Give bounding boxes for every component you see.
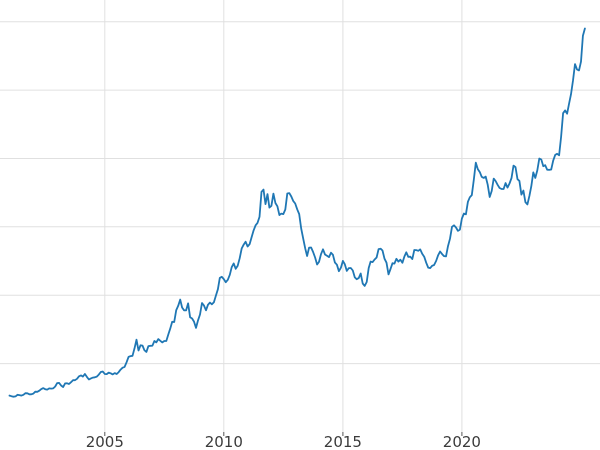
x-tick-label: 2005: [86, 433, 124, 450]
gridlines: [0, 0, 600, 432]
x-tick-label: 2015: [324, 433, 362, 450]
x-tick-label: 2020: [443, 433, 481, 450]
x-tick-label: 2010: [205, 433, 243, 450]
x-axis-labels: 2005 2010 2015 2020: [86, 433, 481, 450]
price-line: [8, 27, 586, 398]
axis-ticks: [104, 432, 463, 436]
